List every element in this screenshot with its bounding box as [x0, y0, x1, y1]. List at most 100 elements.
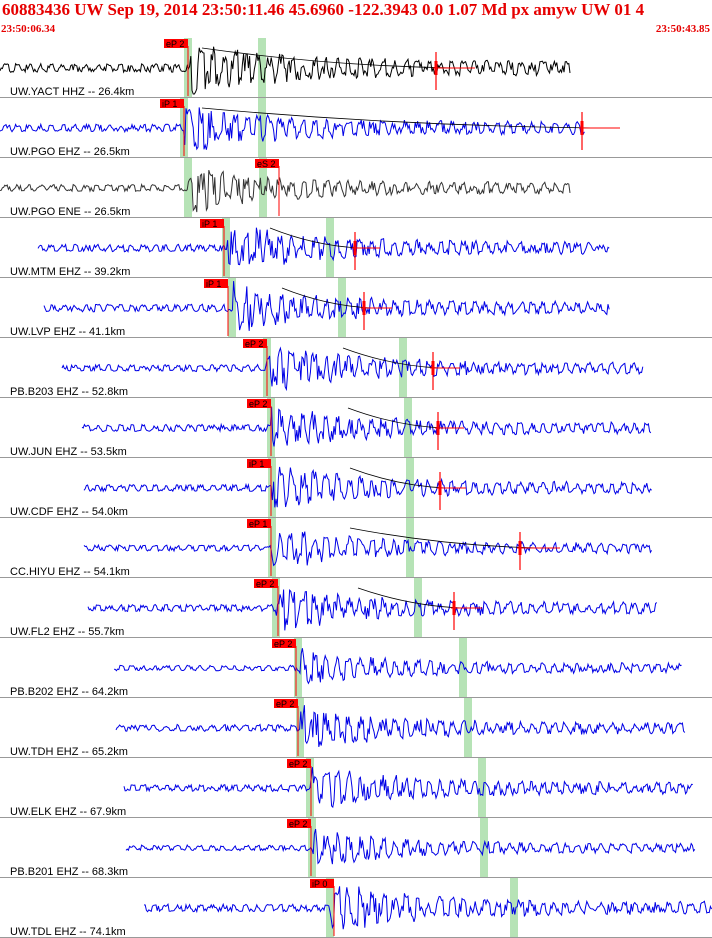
waveform	[83, 531, 653, 567]
trace-row[interactable]: iP 0 UW.TDL EHZ -- 74.1km	[0, 878, 712, 938]
station-label: UW.CDF EHZ -- 54.0km	[10, 506, 128, 518]
s-band	[338, 278, 346, 337]
pick-flag[interactable]	[204, 279, 228, 288]
station-label: UW.JUN EHZ -- 53.5km	[10, 446, 127, 458]
pick-flag[interactable]	[164, 39, 188, 48]
pick-flag[interactable]	[247, 399, 271, 408]
event-title: 60883436 UW Sep 19, 2014 23:50:11.46 45.…	[2, 0, 645, 19]
amplitude-marker	[362, 301, 366, 315]
pick-label: iP 1	[162, 99, 177, 109]
amplitude-marker	[580, 121, 584, 135]
pick-flag[interactable]	[247, 519, 271, 528]
coda-curve	[347, 407, 445, 429]
pick-label: eP 2	[249, 399, 267, 409]
trace-row[interactable]: eP 1 CC.HIYU EHZ -- 54.1km	[0, 518, 712, 578]
trace-row[interactable]: eP 2 PB.B203 EHZ -- 52.8km	[0, 338, 712, 398]
amplitude-marker	[436, 421, 440, 435]
waveform	[0, 107, 585, 151]
trace-row[interactable]: iP 1 UW.LVP EHZ -- 41.1km	[0, 278, 712, 338]
trace-row[interactable]: iP 1 UW.MTM EHZ -- 39.2km	[0, 218, 712, 278]
coda-curve	[201, 107, 601, 129]
waveform	[37, 227, 610, 266]
waveform	[115, 705, 686, 748]
s-band	[259, 158, 267, 217]
station-label: UW.TDL EHZ -- 74.1km	[10, 926, 126, 938]
pick-flag[interactable]	[243, 339, 267, 348]
pick-label: iP 1	[206, 279, 221, 289]
coda-curve	[201, 47, 456, 69]
pick-label: eP 2	[245, 339, 263, 349]
p-band	[268, 518, 276, 577]
s-band	[399, 338, 407, 397]
pick-flag[interactable]	[255, 159, 279, 168]
trace-row[interactable]: iP 1 UW.CDF EHZ -- 54.0km	[0, 458, 712, 518]
trace-row[interactable]: eP 2 UW.YACT HHZ -- 26.4km	[0, 38, 712, 98]
waveform	[143, 886, 712, 930]
header-bar: 60883436 UW Sep 19, 2014 23:50:11.46 45.…	[0, 0, 712, 38]
s-band	[258, 98, 266, 157]
pick-flag[interactable]	[247, 459, 271, 468]
waveform	[43, 281, 610, 331]
pick-flag[interactable]	[160, 99, 184, 108]
pick-label: eP 2	[289, 819, 307, 829]
station-label: UW.LVP EHZ -- 41.1km	[10, 326, 125, 338]
waveform	[123, 767, 693, 809]
pick-label: eP 2	[274, 639, 292, 649]
trace-row[interactable]: eS 2 UW.PGO ENE -- 26.5km	[0, 158, 712, 218]
pick-flag[interactable]	[310, 879, 334, 888]
pick-label: iP 1	[249, 459, 264, 469]
station-label: PB.B203 EHZ -- 52.8km	[10, 386, 128, 398]
station-label: PB.B202 EHZ -- 64.2km	[10, 686, 128, 698]
trace-row[interactable]: eP 2 PB.B201 EHZ -- 68.3km	[0, 818, 712, 878]
trace-row[interactable]: eP 2 PB.B202 EHZ -- 64.2km	[0, 638, 712, 698]
waveform	[0, 169, 571, 213]
s-band	[478, 758, 486, 817]
trace-row[interactable]: eP 2 UW.JUN EHZ -- 53.5km	[0, 398, 712, 458]
coda-curve	[269, 227, 361, 249]
amplitude-marker	[518, 541, 522, 555]
p-band	[294, 638, 302, 697]
seismogram-panel: eP 2 UW.YACT HHZ -- 26.4km iP 1 UW.PGO EHZ …	[0, 38, 712, 938]
waveform	[61, 346, 644, 392]
coda-curve	[281, 287, 373, 309]
amplitude-marker	[434, 61, 438, 75]
end-time-label: 23:50:43.85	[655, 23, 710, 35]
station-label: UW.PGO ENE -- 26.5km	[10, 206, 130, 218]
pick-label: eP 2	[166, 39, 184, 49]
pick-flag[interactable]	[272, 639, 296, 648]
trace-row[interactable]: eP 2 UW.FL2 EHZ -- 55.7km	[0, 578, 712, 638]
coda-curve	[342, 347, 441, 369]
pick-flag[interactable]	[200, 219, 224, 228]
station-label: UW.FL2 EHZ -- 55.7km	[10, 626, 124, 638]
waveform	[125, 828, 696, 865]
pick-flag[interactable]	[287, 819, 311, 828]
coda-curve	[349, 527, 541, 549]
pick-label: eP 1	[249, 519, 267, 529]
trace-row[interactable]: eP 2 UW.TDH EHZ -- 65.2km	[0, 698, 712, 758]
pick-label: eS 2	[257, 159, 276, 169]
station-label: UW.MTM EHZ -- 39.2km	[10, 266, 130, 278]
pick-label: iP 0	[312, 879, 327, 889]
waveform	[113, 648, 682, 685]
p-band	[308, 818, 316, 877]
amplitude-marker	[431, 361, 435, 375]
station-label: UW.TDH EHZ -- 65.2km	[10, 746, 128, 758]
pick-label: iP 1	[202, 219, 217, 229]
trace-row[interactable]: iP 1 UW.PGO EHZ -- 26.5km	[0, 98, 712, 158]
pick-label: eP 2	[289, 759, 307, 769]
p-band	[272, 578, 280, 637]
station-label: CC.HIYU EHZ -- 54.1km	[10, 566, 130, 578]
p-band	[228, 278, 236, 337]
pick-label: eP 2	[256, 579, 274, 589]
pick-flag[interactable]	[254, 579, 278, 588]
amplitude-marker	[438, 481, 442, 495]
s-band	[459, 638, 467, 697]
station-label: UW.ELK EHZ -- 67.9km	[10, 806, 126, 818]
pick-flag[interactable]	[274, 699, 298, 708]
pick-flag[interactable]	[287, 759, 311, 768]
p-band	[326, 878, 334, 937]
station-label: UW.PGO EHZ -- 26.5km	[10, 146, 130, 158]
s-band	[480, 818, 488, 877]
trace-row[interactable]: eP 2 UW.ELK EHZ -- 67.9km	[0, 758, 712, 818]
pick-label: eP 2	[276, 699, 294, 709]
